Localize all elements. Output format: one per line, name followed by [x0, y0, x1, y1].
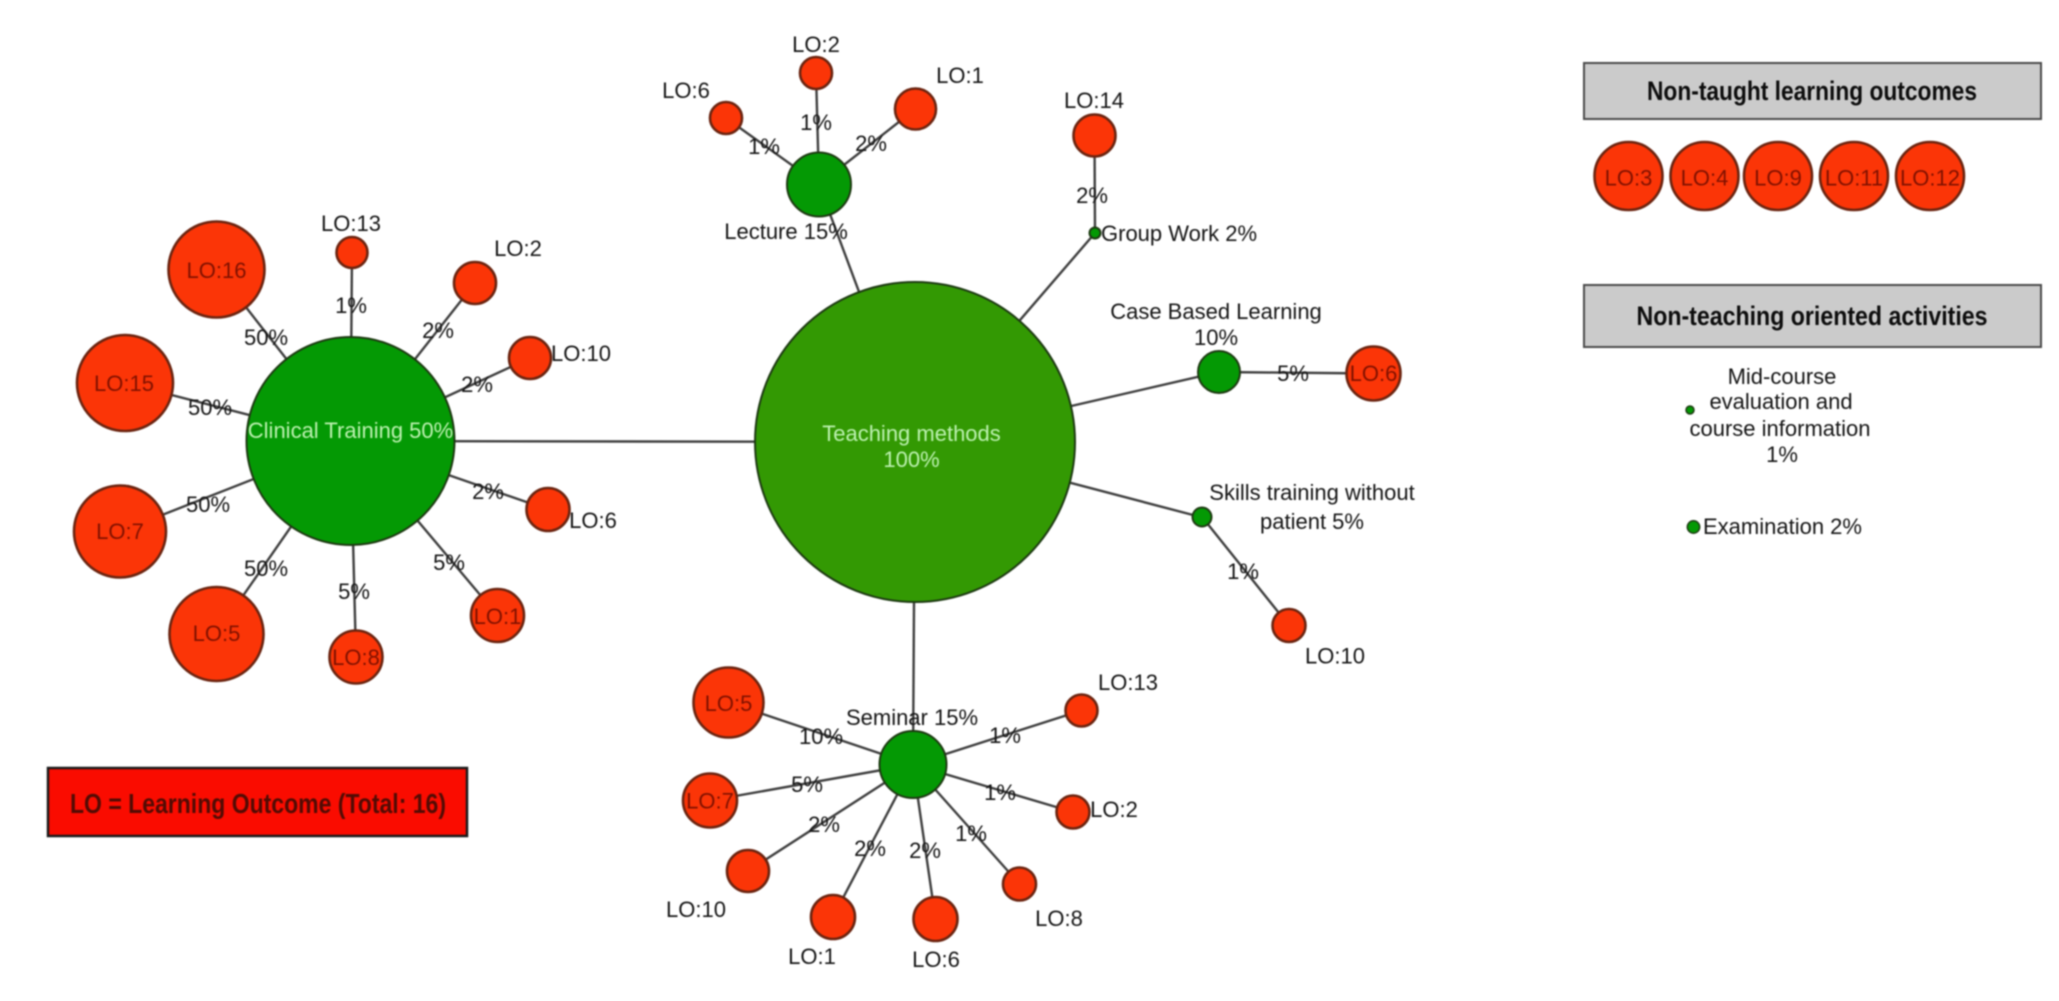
svg-text:1%: 1% — [955, 821, 987, 846]
svg-text:2%: 2% — [855, 131, 887, 156]
svg-text:2%: 2% — [854, 836, 886, 861]
svg-text:1%: 1% — [748, 134, 780, 159]
svg-text:course information: course information — [1690, 416, 1871, 441]
svg-text:Mid-course: Mid-course — [1728, 364, 1837, 389]
svg-text:LO:8: LO:8 — [1035, 906, 1083, 931]
svg-text:5%: 5% — [338, 579, 370, 604]
svg-text:50%: 50% — [186, 492, 230, 517]
svg-text:LO:7: LO:7 — [96, 519, 144, 544]
svg-text:Examination 2%: Examination 2% — [1703, 514, 1862, 539]
svg-text:LO:12: LO:12 — [1900, 166, 1960, 191]
svg-text:LO:1: LO:1 — [474, 604, 522, 629]
svg-text:patient 5%: patient 5% — [1260, 509, 1364, 534]
svg-text:10%: 10% — [1194, 325, 1238, 350]
svg-text:LO:7: LO:7 — [686, 789, 734, 814]
svg-text:LO:6: LO:6 — [912, 947, 960, 972]
svg-text:Seminar 15%: Seminar 15% — [846, 705, 978, 730]
svg-text:1%: 1% — [984, 780, 1016, 805]
svg-text:2%: 2% — [472, 479, 504, 504]
svg-text:LO:1: LO:1 — [788, 944, 836, 969]
svg-text:LO = Learning Outcome (Total:: LO = Learning Outcome (Total: 16) — [70, 788, 446, 819]
svg-text:2%: 2% — [1076, 183, 1108, 208]
svg-text:LO:15: LO:15 — [94, 371, 154, 396]
svg-text:Non-taught learning outcomes: Non-taught learning outcomes — [1647, 76, 1977, 106]
svg-text:LO:6: LO:6 — [1350, 361, 1398, 386]
svg-text:LO:5: LO:5 — [193, 621, 241, 646]
svg-text:LO:2: LO:2 — [1090, 797, 1138, 822]
svg-text:LO:9: LO:9 — [1754, 166, 1802, 191]
svg-text:Case Based Learning: Case Based Learning — [1110, 299, 1322, 324]
svg-text:1%: 1% — [989, 723, 1021, 748]
svg-text:LO:2: LO:2 — [792, 32, 840, 57]
svg-text:Non-teaching oriented activiti: Non-teaching oriented activities — [1637, 301, 1988, 331]
svg-text:LO:11: LO:11 — [1825, 166, 1883, 191]
svg-text:1%: 1% — [800, 110, 832, 135]
svg-text:LO:13: LO:13 — [1098, 670, 1158, 695]
svg-text:Lecture 15%: Lecture 15% — [724, 219, 848, 244]
svg-text:LO:3: LO:3 — [1605, 166, 1653, 191]
svg-text:2%: 2% — [808, 812, 840, 837]
svg-text:LO:4: LO:4 — [1681, 166, 1729, 191]
svg-text:5%: 5% — [1277, 361, 1309, 386]
svg-text:LO:6: LO:6 — [662, 78, 710, 103]
svg-text:5%: 5% — [791, 772, 823, 797]
svg-text:50%: 50% — [244, 556, 288, 581]
svg-text:5%: 5% — [433, 550, 465, 575]
svg-text:50%: 50% — [244, 325, 288, 350]
svg-text:Skills training without: Skills training without — [1209, 480, 1414, 505]
svg-text:1%: 1% — [1766, 442, 1798, 467]
svg-text:2%: 2% — [461, 372, 493, 397]
svg-text:evaluation and: evaluation and — [1709, 389, 1852, 414]
svg-text:1%: 1% — [335, 293, 367, 318]
svg-text:LO:1: LO:1 — [936, 63, 984, 88]
svg-text:LO:6: LO:6 — [569, 508, 617, 533]
svg-text:50%: 50% — [188, 395, 232, 420]
svg-text:LO:10: LO:10 — [1305, 644, 1365, 669]
svg-text:100%: 100% — [883, 447, 939, 472]
svg-text:10%: 10% — [799, 724, 843, 749]
svg-text:Clinical Training 50%: Clinical Training 50% — [248, 418, 453, 443]
svg-text:LO:14: LO:14 — [1064, 88, 1124, 113]
svg-text:2%: 2% — [422, 318, 454, 343]
svg-text:1%: 1% — [1227, 559, 1259, 584]
svg-text:LO:16: LO:16 — [187, 258, 247, 283]
svg-text:LO:8: LO:8 — [332, 645, 380, 670]
svg-text:LO:2: LO:2 — [494, 236, 542, 261]
svg-text:LO:10: LO:10 — [666, 897, 726, 922]
svg-text:LO:10: LO:10 — [551, 341, 611, 366]
svg-text:2%: 2% — [909, 838, 941, 863]
svg-text:Group Work 2%: Group Work 2% — [1101, 221, 1257, 246]
svg-text:Teaching methods: Teaching methods — [822, 421, 1001, 446]
svg-text:LO:5: LO:5 — [705, 691, 753, 716]
svg-text:LO:13: LO:13 — [321, 211, 381, 236]
